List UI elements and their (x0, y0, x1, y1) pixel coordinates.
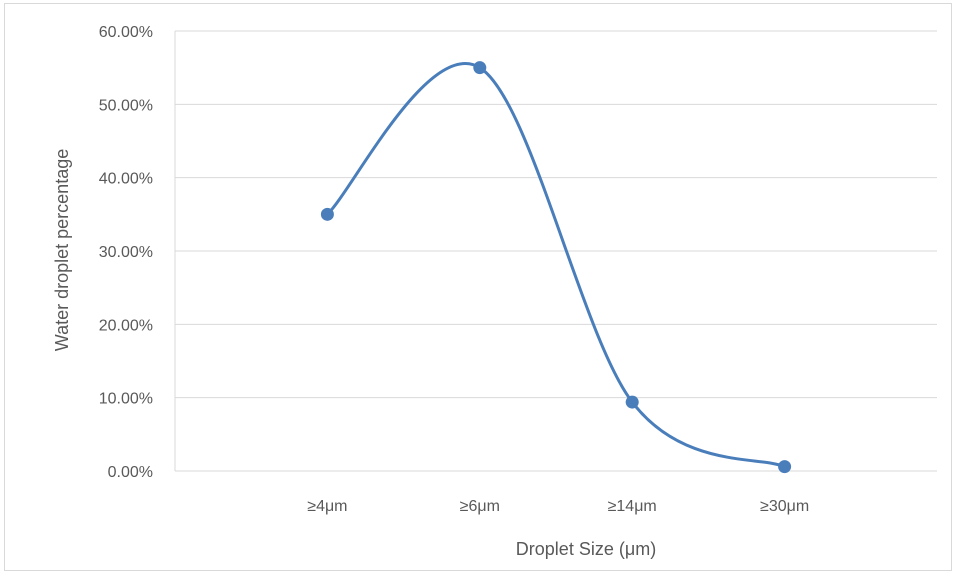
x-tick-labels: ≥4μm ≥6μm ≥14μm ≥30μm (307, 498, 809, 515)
data-point (625, 395, 639, 409)
y-tick-labels: 0.00% 10.00% 20.00% 30.00% 40.00% 50.00% 60.00… (99, 24, 153, 481)
data-markers (320, 61, 792, 474)
y-tick-label: 40.00% (99, 171, 153, 188)
series-line (326, 62, 786, 468)
chart-frame (4, 3, 952, 571)
x-axis-title: Droplet Size (μm) (516, 539, 656, 559)
x-tick-label: ≥4μm (307, 498, 347, 515)
y-tick-label: 20.00% (99, 317, 153, 334)
x-tick-label: ≥6μm (460, 498, 500, 515)
y-tick-label: 10.00% (99, 391, 153, 408)
x-tick-label: ≥14μm (608, 498, 657, 515)
x-tick-label: ≥30μm (760, 498, 809, 515)
data-point (778, 460, 792, 474)
data-point (473, 61, 487, 75)
y-axis-title: Water droplet percentage (52, 149, 72, 351)
data-point (320, 207, 334, 221)
y-tick-label: 50.00% (99, 97, 153, 114)
y-tick-label: 60.00% (99, 24, 153, 41)
gridlines (174, 30, 937, 472)
y-tick-label: 30.00% (99, 244, 153, 261)
y-tick-label: 0.00% (108, 464, 153, 481)
